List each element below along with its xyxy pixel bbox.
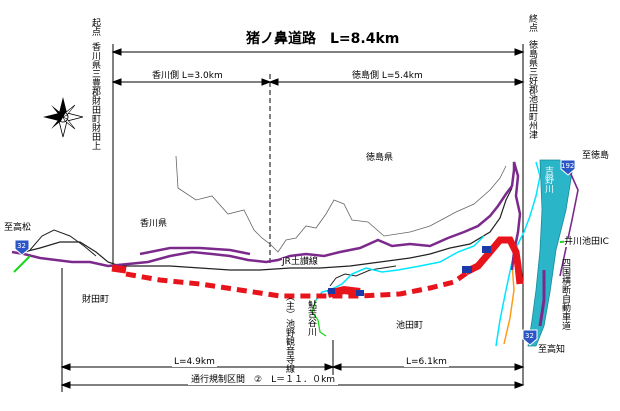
end-point-address: 徳島県三好郡池田町州津 bbox=[527, 40, 537, 139]
section-tokushima: 徳島側 L=5.4km bbox=[350, 71, 425, 81]
pref-kagawa: 香川県 bbox=[140, 219, 168, 229]
tunnel-markers bbox=[328, 246, 491, 296]
expressway-band bbox=[527, 159, 575, 347]
route-192-icon bbox=[560, 159, 576, 176]
new-road-east bbox=[464, 236, 524, 285]
start-point-address: 香川県三豊郡財田町財田上 bbox=[90, 42, 100, 150]
national-route-32-loop bbox=[139, 246, 251, 256]
expressway-label: 四国横断自動車道 bbox=[560, 258, 570, 330]
new-road-dashed bbox=[125, 269, 470, 299]
rail-dosan-label: JR土讃線 bbox=[282, 257, 318, 267]
route-192 bbox=[538, 270, 546, 327]
route-32-west-icon bbox=[14, 239, 30, 256]
route-32-east-icon bbox=[522, 329, 538, 346]
route-east bbox=[559, 171, 579, 277]
to-takamatsu: 至高松 bbox=[4, 223, 32, 233]
yoshino-river bbox=[495, 161, 541, 347]
section-kagawa: 香川側 L=3.0km bbox=[150, 71, 225, 81]
pref-tokushima: 徳島県 bbox=[366, 153, 394, 163]
rail-line-dosan bbox=[23, 187, 513, 271]
start-point-label: 起点 bbox=[90, 18, 100, 36]
route-192-number: 192 bbox=[561, 162, 575, 170]
to-mitoyo: 至徳島 bbox=[582, 151, 610, 161]
north-arrow-icon bbox=[43, 97, 84, 138]
dimension-lines bbox=[60, 44, 525, 392]
national-route-32 bbox=[11, 161, 522, 271]
town-saita: 財田町 bbox=[82, 295, 110, 305]
town-ikeda: 池田町 bbox=[396, 321, 424, 331]
end-point-label: 終点 bbox=[527, 14, 537, 32]
map-title: 猪ノ鼻道路 L=8.4km bbox=[244, 31, 402, 47]
orange-road bbox=[503, 263, 515, 345]
yoshino-river-label: 吉野川 bbox=[543, 166, 553, 193]
distance-saita: L=4.9km bbox=[172, 357, 217, 367]
kanonji-river-label: 鮎苦谷川 bbox=[306, 300, 316, 336]
route-32-east-number: 32 bbox=[525, 332, 534, 340]
ic-road-west bbox=[13, 255, 31, 273]
to-kochi: 至高知 bbox=[538, 345, 566, 355]
distance-ikeda: L=6.1km bbox=[404, 357, 449, 367]
ic-label: 井川池田IC bbox=[564, 237, 609, 247]
kanonji-route-label: （主）池野観音寺線 bbox=[284, 292, 294, 373]
new-road-west-end bbox=[111, 264, 127, 274]
river-kanonji bbox=[311, 299, 327, 337]
local-road bbox=[29, 229, 97, 257]
route-32-west-number: 32 bbox=[17, 242, 26, 250]
prefecture-boundary bbox=[175, 155, 507, 253]
restriction-section: 通行規制区間 ② L＝１１．０km bbox=[188, 376, 339, 385]
